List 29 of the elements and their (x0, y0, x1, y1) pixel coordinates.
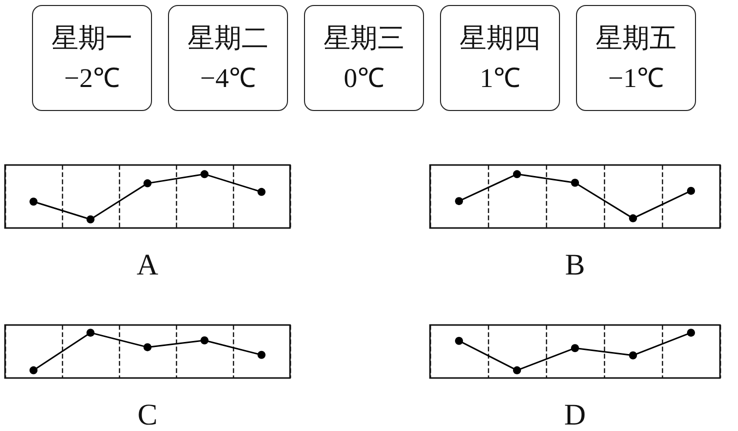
point (629, 214, 637, 222)
point (86, 328, 94, 337)
point (687, 186, 695, 195)
text: 星期五 −1℃ (576, 5, 696, 111)
point (30, 198, 38, 206)
point (144, 179, 152, 188)
point (629, 351, 637, 360)
point (571, 344, 579, 352)
point (200, 336, 208, 344)
point (687, 328, 695, 337)
point (258, 350, 266, 359)
point (513, 366, 521, 374)
x-axis-title: B (564, 248, 586, 282)
text: 星期三 0℃ (304, 5, 424, 111)
point (144, 343, 152, 352)
point (200, 170, 208, 178)
point (513, 170, 521, 178)
point (86, 215, 94, 224)
x-axis-title: C (137, 398, 158, 431)
point (455, 336, 463, 345)
x-axis-title: A (136, 248, 159, 282)
point (571, 178, 579, 187)
point (455, 197, 463, 206)
text: 星期二 −4℃ (168, 5, 288, 111)
point (30, 366, 38, 374)
point (258, 188, 266, 196)
text: 星期四 1℃ (440, 5, 560, 111)
x-axis-title: D (564, 398, 586, 431)
text: 星期一 −2℃ (32, 5, 152, 111)
